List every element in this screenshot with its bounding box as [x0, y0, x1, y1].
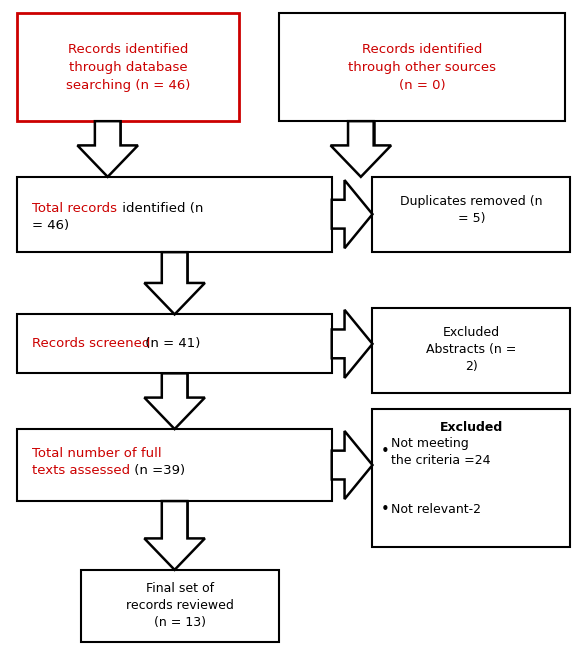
- Polygon shape: [77, 121, 138, 177]
- Bar: [162, 373, 187, 398]
- Text: Excluded: Excluded: [440, 421, 503, 434]
- Bar: [372, 409, 570, 547]
- Polygon shape: [332, 310, 372, 378]
- Bar: [372, 308, 570, 393]
- Text: Total records: Total records: [32, 202, 117, 215]
- Bar: [348, 121, 374, 145]
- Bar: [17, 429, 332, 501]
- Text: texts assessed: texts assessed: [32, 464, 130, 477]
- Bar: [17, 13, 239, 121]
- Bar: [17, 177, 332, 252]
- Polygon shape: [332, 431, 372, 499]
- Text: Records screened: Records screened: [32, 337, 150, 350]
- Bar: [81, 570, 279, 642]
- Text: •: •: [381, 445, 390, 459]
- Bar: [162, 252, 187, 283]
- Text: (n =39): (n =39): [130, 464, 185, 477]
- Polygon shape: [332, 180, 372, 248]
- Bar: [372, 177, 570, 252]
- Text: •: •: [381, 502, 390, 517]
- Bar: [279, 13, 565, 121]
- Text: Excluded
Abstracts (n =
2): Excluded Abstracts (n = 2): [426, 326, 517, 373]
- Text: identified (n: identified (n: [118, 202, 204, 215]
- Text: Duplicates removed (n
= 5): Duplicates removed (n = 5): [400, 195, 542, 225]
- Text: Records identified
through database
searching (n = 46): Records identified through database sear…: [66, 43, 190, 92]
- Text: Total number of full: Total number of full: [32, 447, 162, 460]
- Text: Records identified
through other sources
(n = 0): Records identified through other sources…: [348, 43, 496, 92]
- Bar: [95, 121, 120, 145]
- Polygon shape: [144, 501, 205, 570]
- Polygon shape: [144, 373, 205, 429]
- Text: Final set of
records reviewed
(n = 13): Final set of records reviewed (n = 13): [126, 582, 235, 629]
- Text: (n = 41): (n = 41): [141, 337, 201, 350]
- Bar: [162, 501, 187, 538]
- Text: Not relevant-2: Not relevant-2: [391, 503, 481, 516]
- Text: = 46): = 46): [32, 219, 69, 233]
- Text: Not meeting
the criteria =24: Not meeting the criteria =24: [391, 437, 491, 467]
- Polygon shape: [331, 121, 391, 177]
- Bar: [17, 314, 332, 373]
- Polygon shape: [144, 252, 205, 314]
